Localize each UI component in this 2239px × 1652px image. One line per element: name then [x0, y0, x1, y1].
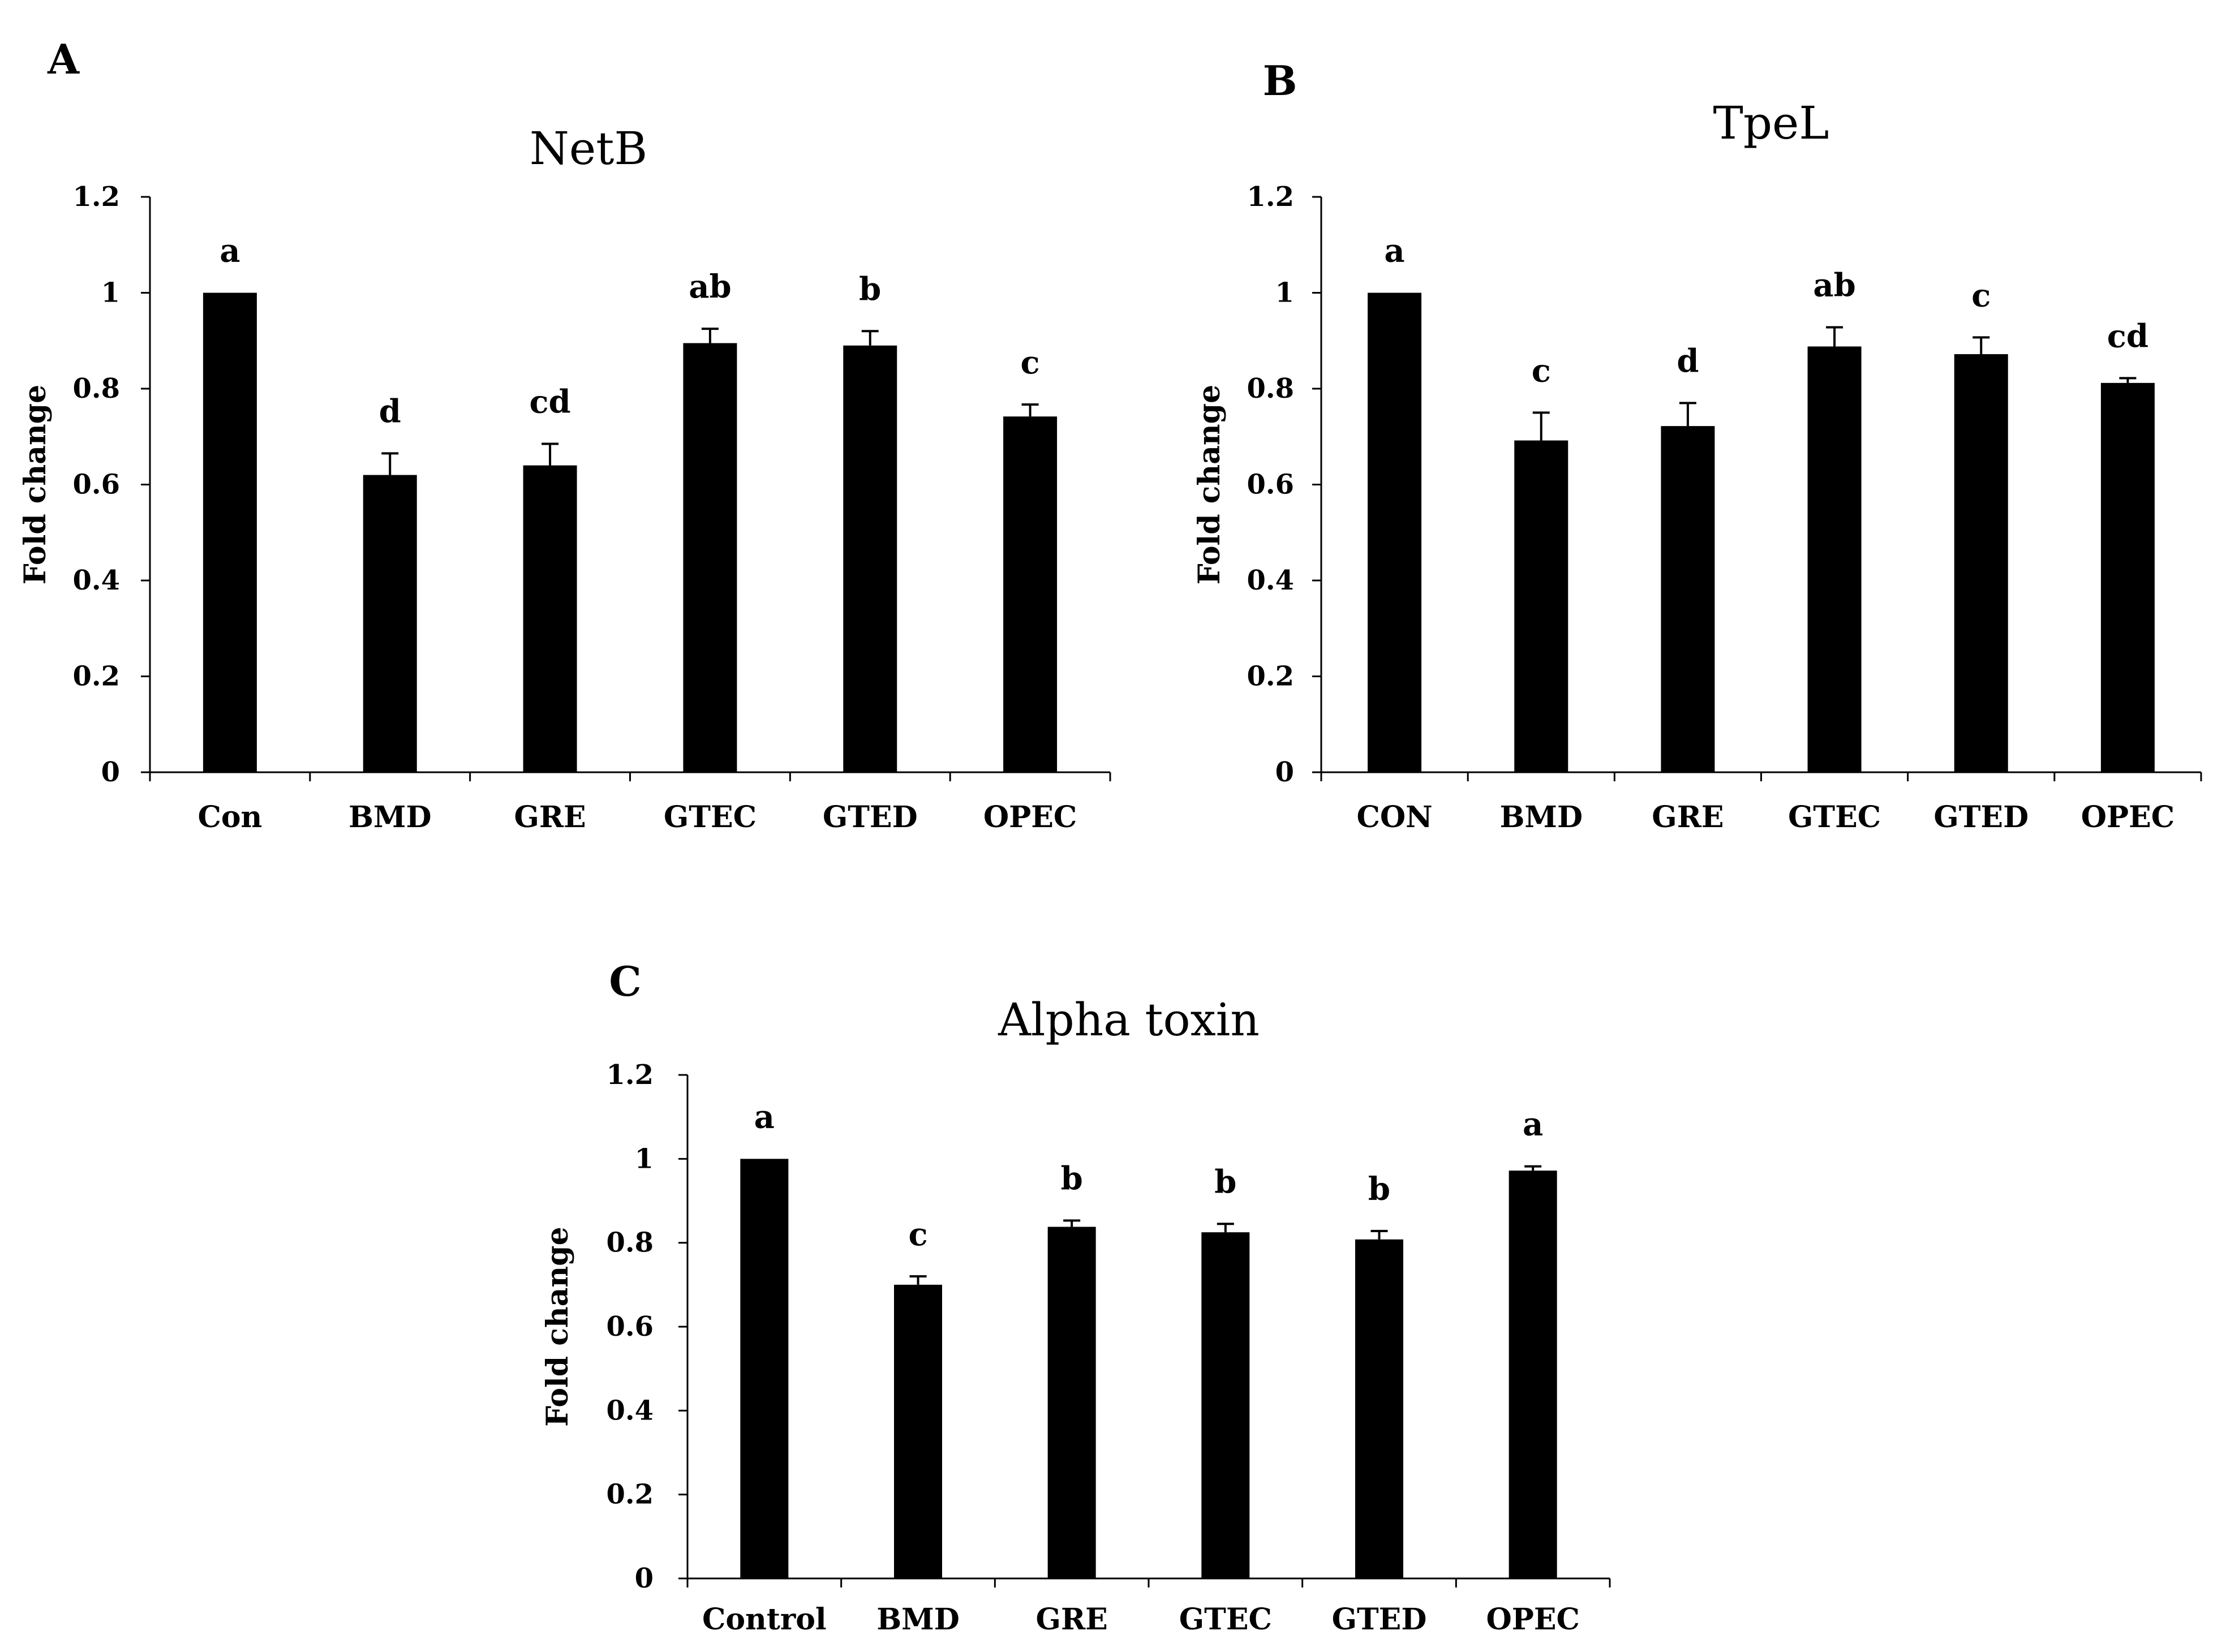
bar: [1201, 1232, 1250, 1578]
bar: [523, 465, 577, 772]
significance-label: a: [1523, 1106, 1543, 1143]
x-tick-label: Con: [197, 800, 262, 834]
bar: [363, 475, 417, 772]
bar: [1003, 416, 1058, 772]
x-tick-label: CON: [1356, 800, 1432, 834]
significance-label: cd: [529, 383, 570, 420]
significance-label: c: [1021, 344, 1040, 381]
significance-label: c: [908, 1216, 927, 1253]
x-tick-label: OPEC: [983, 800, 1077, 834]
y-tick-label: 1: [1275, 277, 1294, 309]
bar: [1355, 1239, 1403, 1578]
x-tick-label: GRE: [1036, 1602, 1108, 1637]
y-tick-label: 0.6: [606, 1311, 654, 1343]
x-tick-label: GRE: [1652, 800, 1724, 834]
chart-panel-a: A NetB Fold change 0 0.2 0.4 0.6 0.8 1 1.2 a Con d BM…: [18, 35, 1111, 834]
y-tick-label: 0: [635, 1563, 654, 1594]
y-tick-label: 0.4: [1247, 565, 1294, 596]
y-axis-label: Fold change: [1192, 385, 1227, 584]
x-tick-label: GTEC: [1788, 800, 1881, 834]
bar: [1807, 346, 1862, 772]
bar: [740, 1159, 789, 1578]
y-axis-label: Fold change: [540, 1227, 575, 1426]
bar: [203, 292, 257, 772]
significance-label: ab: [689, 268, 731, 306]
bar: [1047, 1227, 1096, 1578]
panel-letter: A: [47, 35, 80, 83]
y-tick-label: 0.2: [1247, 661, 1294, 692]
x-tick-label: OPEC: [2081, 800, 2174, 834]
bar: [1954, 354, 2008, 772]
chart-panel-c: C Alpha toxin Fold change 0 0.2 0.4 0.6 0.8 1 1.2…: [540, 957, 1611, 1637]
bar: [1661, 426, 1715, 772]
y-tick-label: 0.8: [72, 373, 120, 405]
bar: [683, 343, 737, 772]
x-tick-label: GTEC: [664, 800, 757, 834]
significance-label: c: [1532, 352, 1551, 389]
y-tick-label: 0: [1275, 756, 1294, 788]
significance-label: a: [754, 1098, 775, 1135]
significance-label: a: [220, 233, 240, 270]
x-tick-label: BMD: [349, 800, 432, 834]
x-tick-label: GTED: [1933, 800, 2029, 834]
chart-panel-b: B TpeL Fold change 0 0.2 0.4 0.6 0.8 1 1.2 a CON c BM…: [1192, 57, 2202, 834]
y-tick-label: 0.4: [72, 565, 120, 596]
bar: [894, 1284, 942, 1578]
x-tick-label: Control: [702, 1602, 827, 1637]
x-tick-label: GRE: [514, 800, 586, 834]
panel-letter: C: [609, 957, 641, 1005]
y-tick-label: 1: [635, 1143, 654, 1175]
chart-title: TpeL: [1713, 97, 1829, 149]
significance-label: c: [1971, 277, 1991, 314]
x-tick-label: GTEC: [1179, 1602, 1272, 1637]
chart-title: Alpha toxin: [998, 993, 1260, 1046]
y-tick-label: 0.2: [606, 1479, 654, 1511]
y-axis-label: Fold change: [18, 385, 53, 584]
significance-label: d: [379, 393, 401, 430]
bar: [843, 345, 897, 772]
significance-label: b: [859, 270, 881, 308]
bar: [1514, 440, 1568, 772]
x-tick-label: GTED: [823, 800, 918, 834]
bar: [1509, 1171, 1557, 1578]
y-tick-label: 1.2: [606, 1059, 654, 1091]
bar: [1368, 292, 1422, 772]
y-tick-label: 0.6: [1247, 469, 1294, 501]
significance-label: ab: [1813, 267, 1855, 304]
x-tick-label: OPEC: [1486, 1602, 1579, 1637]
y-tick-label: 1.2: [72, 181, 120, 213]
significance-label: a: [1384, 233, 1404, 270]
y-tick-label: 0.2: [72, 661, 120, 692]
y-tick-label: 1.2: [1247, 181, 1294, 213]
y-tick-label: 1: [101, 277, 120, 309]
x-tick-label: GTED: [1332, 1602, 1427, 1637]
bar: [2100, 382, 2155, 772]
y-tick-label: 0.6: [72, 469, 120, 501]
y-tick-label: 0.8: [606, 1227, 654, 1259]
significance-label: b: [1368, 1171, 1390, 1208]
significance-label: cd: [2107, 317, 2148, 355]
chart-title: NetB: [530, 122, 647, 175]
significance-label: d: [1677, 342, 1699, 380]
x-tick-label: BMD: [876, 1602, 960, 1637]
y-tick-label: 0.4: [606, 1395, 654, 1426]
panel-letter: B: [1263, 57, 1297, 105]
y-tick-label: 0.8: [1247, 373, 1294, 405]
y-tick-label: 0: [101, 756, 120, 788]
significance-label: b: [1061, 1160, 1083, 1197]
x-tick-label: BMD: [1499, 800, 1583, 834]
significance-label: b: [1214, 1163, 1236, 1201]
